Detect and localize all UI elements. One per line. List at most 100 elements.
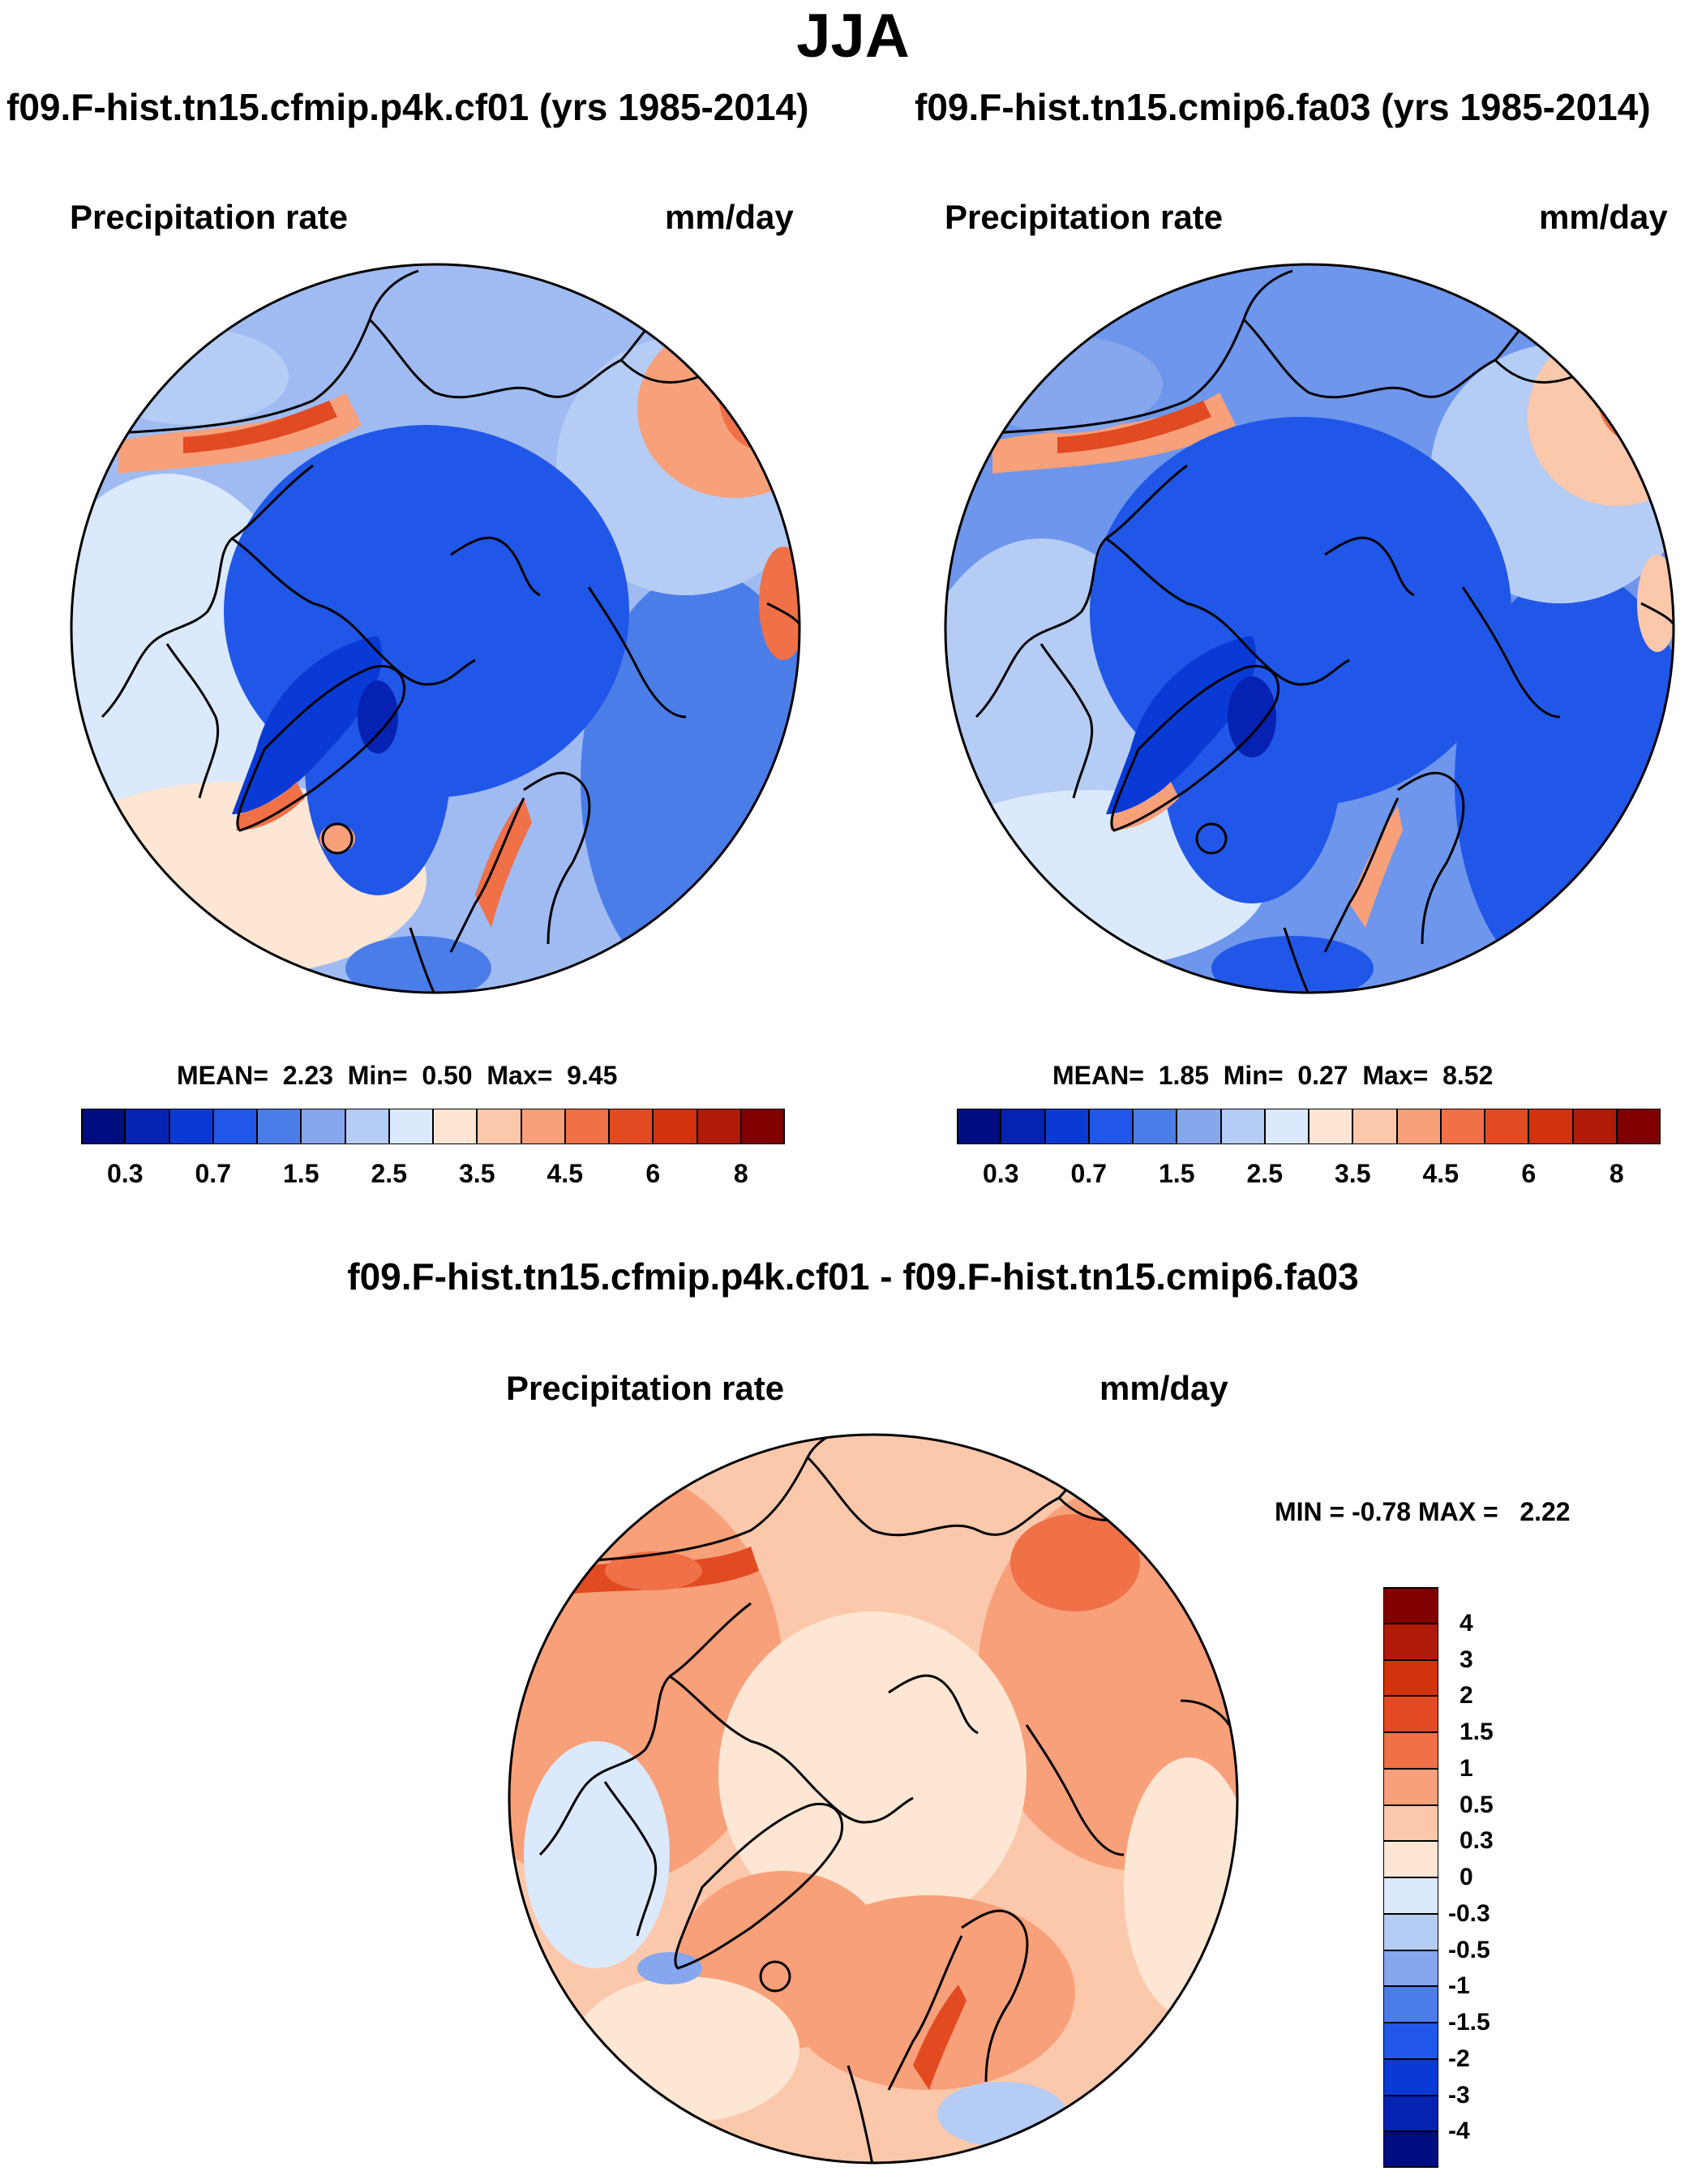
panel3-colorbar-swatch [1383, 1804, 1438, 1842]
panel2-colorbar-swatch [1044, 1109, 1089, 1144]
panel1-mean-value: 2.23 [282, 1061, 333, 1090]
panel1-colorbar-swatch [477, 1109, 521, 1144]
panel2-colorbar-swatch [1309, 1109, 1353, 1144]
panel2-colorbar-swatch [957, 1109, 1001, 1144]
panel1-colorbar [81, 1109, 785, 1144]
panel1-colorbar-swatch [257, 1109, 302, 1144]
panel2-colorbar-swatch [1352, 1109, 1397, 1144]
panel3-colorbar-tick-label: 0.3 [1460, 1827, 1494, 1855]
panel3-colorbar-swatch [1383, 1659, 1438, 1697]
panel3-colorbar-swatch [1383, 1696, 1438, 1732]
panel2-colorbar-swatch [1572, 1109, 1617, 1144]
panel3-colorbar-swatch [1383, 1841, 1438, 1877]
panel3-colorbar-swatch [1383, 2131, 1438, 2168]
panel1-min-label: Min= [347, 1061, 408, 1090]
panel3-min-label: MIN = [1275, 1497, 1345, 1526]
panel1-units-label: mm/day [665, 198, 794, 236]
panel1-variable-label: Precipitation rate [70, 198, 349, 236]
panel2-colorbar-swatch [1396, 1109, 1441, 1144]
panel3-minmax: MIN = -0.78 MAX = 2.22 [1275, 1495, 1571, 1528]
panel3-colorbar-swatch [1383, 1950, 1438, 1987]
panel1-colorbar-tick-label: 0.7 [195, 1159, 231, 1188]
panel1-colorbar-swatch [345, 1109, 389, 1144]
panel1-colorbar-tick-label: 6 [645, 1159, 661, 1188]
panel1-max-label: Max= [487, 1061, 553, 1090]
panel2-mean-value: 1.85 [1158, 1061, 1209, 1090]
panel1-colorbar-swatch [653, 1109, 697, 1144]
panel3-colorbar-swatch [1383, 2095, 1438, 2132]
panel1-colorbar-swatch [301, 1109, 345, 1144]
panel2-colorbar-ticks: 0.3 0.7 1.5 2.5 3.5 4.5 6 8 [957, 1158, 1661, 1191]
panel3-colorbar-tick-label: -1.5 [1448, 2009, 1490, 2036]
panel2-colorbar [957, 1109, 1661, 1144]
panel1-colorbar-swatch [212, 1109, 257, 1144]
panel1-colorbar-tick-label: 0.3 [107, 1159, 144, 1188]
panel1-colorbar-swatch [388, 1109, 433, 1144]
panel2-min-label: Min= [1223, 1061, 1284, 1090]
panel1-colorbar-swatch [609, 1109, 654, 1144]
panel3-colorbar-tick-label: -0.5 [1448, 1936, 1490, 1963]
panel1-colorbar-swatch [697, 1109, 741, 1144]
panel1-stats: MEAN= 2.23 Min= 0.50 Max= 9.45 [177, 1059, 617, 1092]
panel2-stats: MEAN= 1.85 Min= 0.27 Max= 8.52 [1052, 1059, 1493, 1092]
panel3-colorbar-tick-label: 0 [1460, 1864, 1473, 1890]
panel2-colorbar-swatch [1485, 1109, 1529, 1144]
panel1-colorbar-swatch [521, 1109, 565, 1144]
panel3-units-label: mm/day [1099, 1369, 1228, 1407]
panel1-max-value: 9.45 [567, 1061, 618, 1090]
panel2-colorbar-swatch [1220, 1109, 1265, 1144]
panel3-colorbar-tick-label: -3 [1448, 2081, 1470, 2109]
panel3-run-title: f09.F-hist.tn15.cfmip.p4k.cf01 - f09.F-h… [347, 1255, 1359, 1298]
panel3-colorbar-swatch [1383, 1986, 1438, 2023]
panel2-colorbar-swatch [1088, 1109, 1133, 1144]
panel2-variable-label: Precipitation rate [945, 198, 1224, 236]
panel2-colorbar-tick-label: 0.3 [983, 1159, 1019, 1188]
panel2-colorbar-swatch [1133, 1109, 1177, 1144]
panel2-colorbar-tick-label: 4.5 [1422, 1159, 1459, 1188]
panel1-colorbar-swatch [125, 1109, 169, 1144]
panel3-colorbar-swatch [1383, 1913, 1438, 1950]
panel2-colorbar-swatch [1616, 1109, 1661, 1144]
panel2-units-label: mm/day [1539, 198, 1668, 236]
panel3-variable-label: Precipitation rate [506, 1369, 785, 1407]
panel1-colorbar-tick-label: 8 [733, 1159, 748, 1188]
panel2-colorbar-tick-label: 2.5 [1246, 1159, 1283, 1188]
panel3-colorbar-swatch [1383, 1587, 1438, 1624]
panel1-mean-label: MEAN= [177, 1061, 268, 1090]
panel1-colorbar-swatch [81, 1109, 126, 1144]
panel3-colorbar-tick-label: 2 [1460, 1682, 1473, 1710]
panel3-colorbar-tick-label: 4 [1460, 1609, 1473, 1637]
panel1-colorbar-swatch [740, 1109, 785, 1144]
panel2-max-value: 8.52 [1442, 1061, 1494, 1090]
panel3-min-value: -0.78 [1352, 1497, 1412, 1526]
panel2-polar-map [944, 263, 1675, 994]
panel2-colorbar-tick-label: 6 [1521, 1159, 1537, 1188]
panel1-min-value: 0.50 [422, 1061, 473, 1090]
panel3-colorbar-swatch [1383, 1732, 1438, 1769]
panel3-colorbar-tick-label: 3 [1460, 1646, 1473, 1673]
panel2-min-value: 0.27 [1297, 1061, 1348, 1090]
panel1-colorbar-tick-label: 3.5 [459, 1159, 495, 1188]
panel2-max-label: Max= [1362, 1061, 1429, 1090]
panel3-colorbar-tick-label: -0.3 [1448, 1899, 1490, 1927]
panel3-colorbar-swatch [1383, 2023, 1438, 2059]
panel1-colorbar-ticks: 0.3 0.7 1.5 2.5 3.5 4.5 6 8 [81, 1158, 785, 1191]
panel3-colorbar [1383, 1587, 1438, 2168]
panel2-colorbar-swatch [1440, 1109, 1485, 1144]
panel3-max-label: MAX = [1417, 1497, 1498, 1526]
panel3-colorbar-tick-label: -4 [1448, 2117, 1470, 2145]
panel3-colorbar-tick-label: 1.5 [1460, 1718, 1494, 1745]
panel3-colorbar-swatch [1383, 1768, 1438, 1805]
panel3-colorbar-ticks: 4 3 2 1.5 1 0.5 0.3 0 -0.3 -0.5 -1 -1.5 -2 -3 -4 [1448, 1587, 1554, 2168]
panel2-run-title: f09.F-hist.tn15.cmip6.fa03 (yrs 1985-201… [915, 86, 1651, 128]
panel2-colorbar-swatch [1001, 1109, 1045, 1144]
panel3-colorbar-swatch [1383, 1877, 1438, 1914]
panel2-colorbar-swatch [1528, 1109, 1573, 1144]
panel3-colorbar-tick-label: -2 [1448, 2045, 1470, 2072]
panel2-colorbar-swatch [1177, 1109, 1221, 1144]
panel3-colorbar-swatch [1383, 1623, 1438, 1660]
panel1-colorbar-tick-label: 4.5 [547, 1159, 583, 1188]
panel1-colorbar-swatch [169, 1109, 213, 1144]
figure-title: JJA [796, 2, 910, 71]
panel2-colorbar-tick-label: 3.5 [1335, 1159, 1371, 1188]
